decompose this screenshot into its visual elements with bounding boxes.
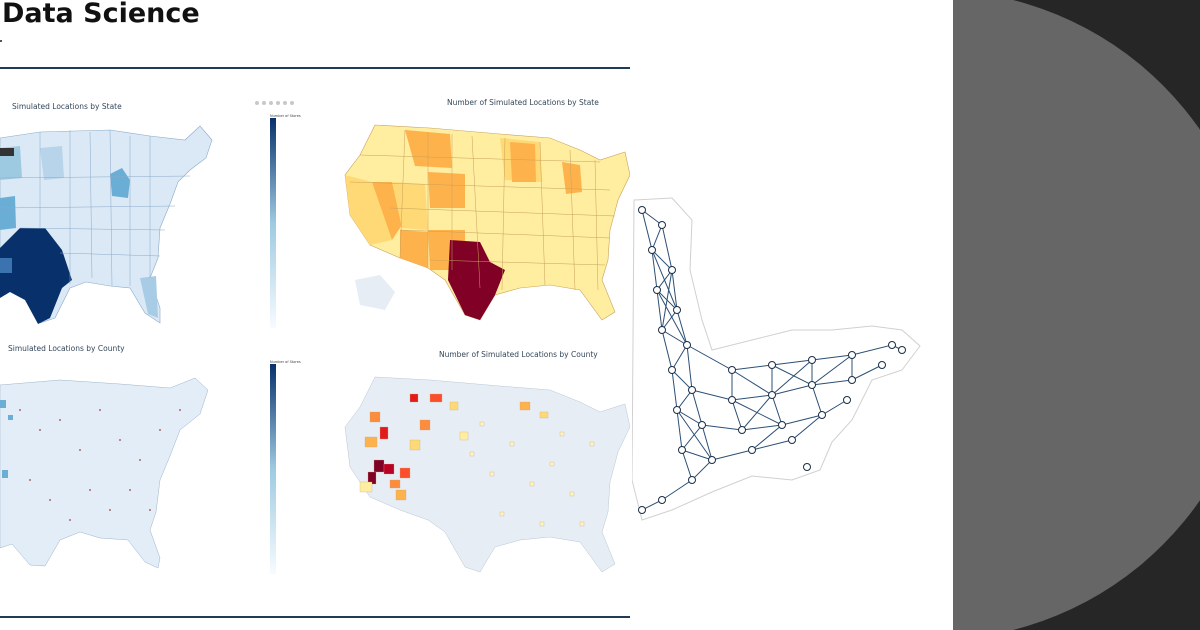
state-orange-title: Number of Simulated Locations by State <box>447 98 599 107</box>
slide-title: Data Science <box>2 0 200 29</box>
modebar-icon[interactable] <box>255 101 294 105</box>
state-blue-title: Simulated Locations by State <box>12 102 122 111</box>
county-blue-colorbar <box>270 364 278 574</box>
state-orange-map <box>340 120 630 325</box>
county-blue-title: Simulated Locations by County <box>8 344 125 353</box>
county-blue-colorbar-title: Number of Stores <box>270 360 301 364</box>
state-blue-map <box>0 118 215 328</box>
county-orange-map <box>340 372 630 577</box>
state-blue-colorbar <box>270 118 278 328</box>
county-blue-map <box>0 370 215 570</box>
state-blue-colorbar-title: Number of Stores <box>270 114 301 118</box>
top-rule <box>0 67 630 69</box>
title-mark <box>0 40 2 42</box>
county-orange-title: Number of Simulated Locations by County <box>439 350 598 359</box>
bottom-rule <box>0 616 630 618</box>
slide: Data Science Simulated Locations by Stat… <box>0 0 932 618</box>
network-graph-icon <box>631 180 932 540</box>
decorative-side-panel <box>953 0 1200 630</box>
